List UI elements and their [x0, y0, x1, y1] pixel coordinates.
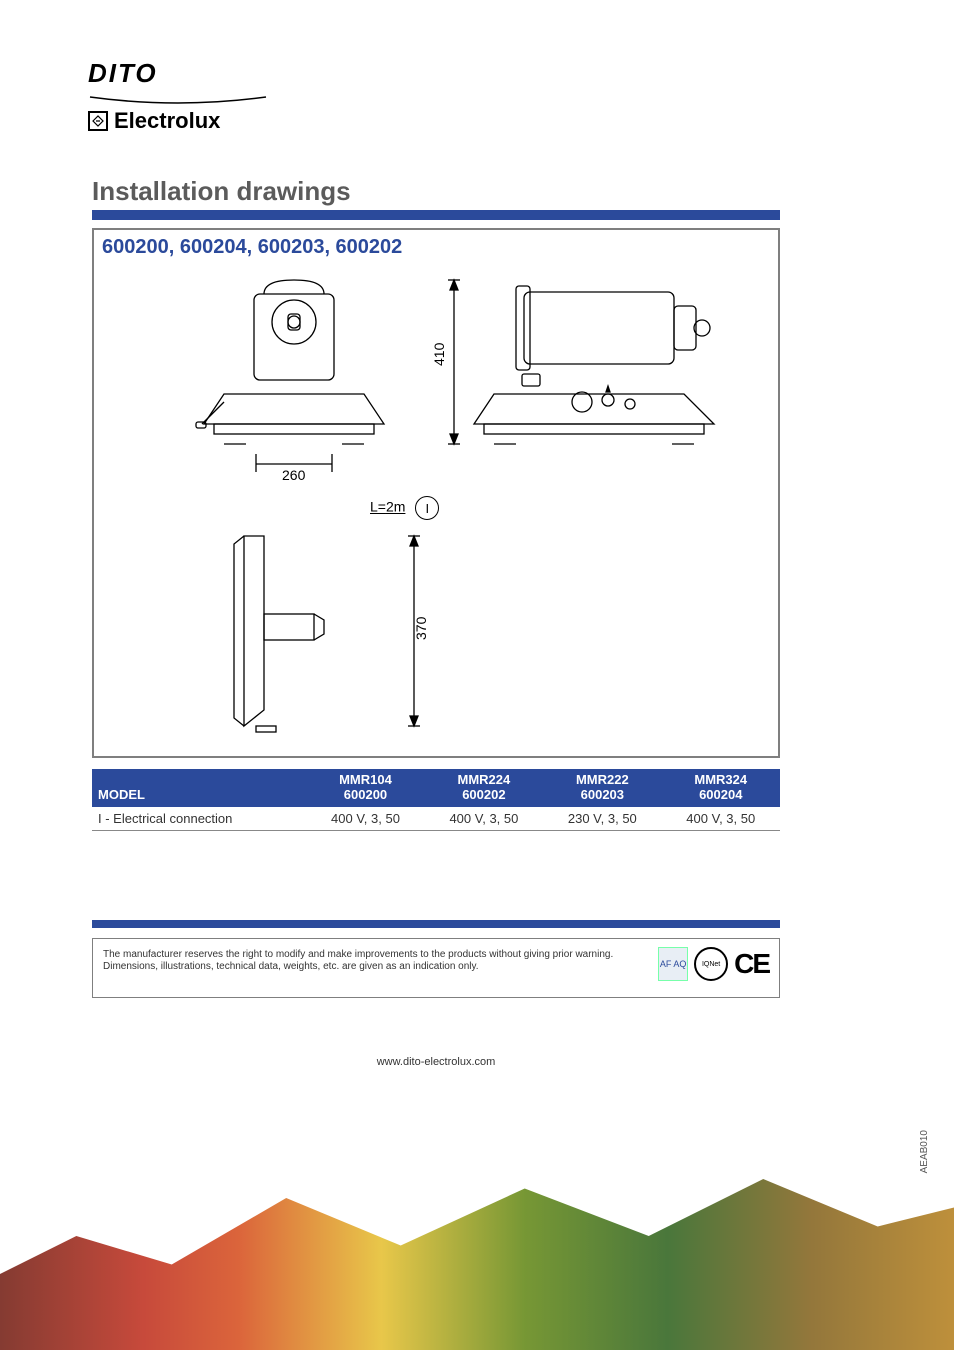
- header-model: MODEL: [92, 769, 306, 807]
- footer-photo: [0, 1160, 954, 1350]
- dim-width-label: 260: [282, 467, 306, 483]
- disclaimer-text: The manufacturer reserves the right to m…: [103, 949, 639, 973]
- drawing-side-view: 410: [434, 274, 754, 494]
- table-header-row: MODEL MMR104 600200 MMR224 600202 MMR222…: [92, 769, 780, 807]
- spec-table: MODEL MMR104 600200 MMR224 600202 MMR222…: [92, 769, 780, 831]
- header-col-0: MMR104 600200: [306, 769, 424, 807]
- brand-logo: DITO Electrolux: [88, 58, 268, 134]
- dito-wordmark: DITO: [88, 58, 268, 89]
- electrolux-icon: [88, 111, 108, 131]
- row-val-1: 400 V, 3, 50: [425, 807, 543, 831]
- ce-mark-icon: CE: [734, 948, 769, 980]
- document-code: AEAB010: [919, 1130, 930, 1173]
- electrolux-text: Electrolux: [114, 108, 220, 134]
- row-val-2: 230 V, 3, 50: [543, 807, 661, 831]
- disclaimer-box: The manufacturer reserves the right to m…: [92, 938, 780, 998]
- section-title: Installation drawings: [92, 176, 351, 207]
- dim-height-wall-label: 370: [413, 616, 429, 640]
- section-title-underline: [92, 210, 780, 220]
- row-val-0: 400 V, 3, 50: [306, 807, 424, 831]
- header-col-3: MMR324 600204: [662, 769, 780, 807]
- page: DITO Electrolux Installation drawings 60…: [0, 0, 954, 1350]
- electrolux-wordmark: Electrolux: [88, 108, 268, 134]
- afaq-badge-icon: AF AQ: [658, 947, 688, 981]
- header-col-1: MMR224 600202: [425, 769, 543, 807]
- table-row: I - Electrical connection 400 V, 3, 50 4…: [92, 807, 780, 831]
- cable-symbol: I: [415, 496, 439, 520]
- certification-badges: AF AQ IQNet CE: [658, 947, 769, 981]
- dim-height-side-label: 410: [434, 342, 447, 366]
- drawing-wall-view: 370: [204, 530, 464, 750]
- drawing-model-codes: 600200, 600204, 600203, 600202: [102, 236, 402, 259]
- header-col-2: MMR222 600203: [543, 769, 661, 807]
- disclaimer-bar: [92, 920, 780, 928]
- row-val-3: 400 V, 3, 50: [662, 807, 780, 831]
- drawing-front-view: 260: [184, 274, 414, 494]
- side-title: Power drive units: [936, 0, 954, 230]
- iqnet-badge-icon: IQNet: [694, 947, 728, 981]
- row-label: I - Electrical connection: [92, 807, 306, 831]
- cable-length-label: L=2m I: [370, 496, 439, 520]
- website-url: www.dito-electrolux.com: [92, 1056, 780, 1068]
- brand-arc: [88, 95, 268, 105]
- drawings-panel: 600200, 600204, 600203, 600202: [92, 228, 780, 758]
